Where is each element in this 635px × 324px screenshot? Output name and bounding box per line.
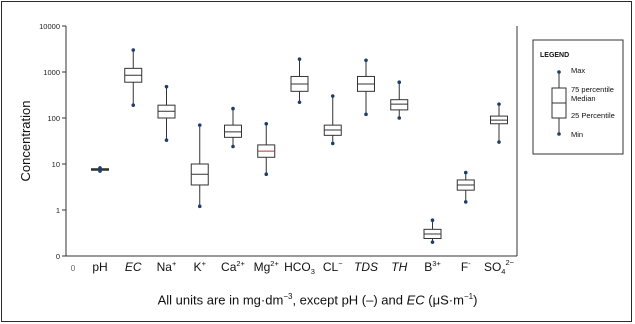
- max-marker: [364, 58, 368, 63]
- x-tick-label: K+: [194, 259, 207, 274]
- box-iqr: [390, 99, 409, 111]
- max-marker: [264, 121, 269, 126]
- max-marker: [497, 102, 501, 106]
- x-tick-label: B3+: [424, 259, 441, 274]
- x-tick-label: SO42−: [484, 258, 515, 276]
- legend-entry: 25 Percentile: [571, 111, 615, 120]
- min-marker: [397, 116, 402, 120]
- footnote-pre: All units are in mg·dm: [157, 292, 284, 308]
- max-marker: [231, 106, 235, 111]
- min-marker: [131, 103, 136, 107]
- x-tick-label: Mg2+: [254, 259, 280, 274]
- max-marker: [330, 94, 335, 98]
- footnote-unit: (μS·m: [424, 292, 464, 308]
- x-tick-label: Na+: [157, 259, 177, 274]
- y-tick-label: 100: [47, 114, 60, 123]
- legend-entry: Median: [571, 94, 596, 103]
- legend-entry: 75 percentile: [571, 85, 614, 94]
- max-marker: [197, 123, 202, 127]
- min-marker: [297, 100, 302, 105]
- min-marker: [463, 200, 468, 204]
- y-tick-label: 1: [56, 206, 60, 215]
- y-tick-label: 0: [56, 252, 60, 261]
- footnote-ec: EC: [406, 292, 425, 308]
- box-iqr: [224, 124, 242, 138]
- x-tick-label: TDS: [354, 260, 378, 274]
- footnote-mid: , except pH (–) and: [292, 292, 407, 308]
- min-marker: [364, 112, 368, 117]
- legend-entry: Min: [571, 130, 583, 139]
- x-tick-label: EC: [125, 260, 142, 274]
- x-tick-label: TH: [391, 260, 407, 274]
- legend-box: [532, 39, 624, 155]
- min-marker: [264, 172, 269, 177]
- legend-title: LEGEND: [540, 52, 569, 59]
- legend-min-marker: [557, 132, 561, 136]
- x-origin-label: 0: [71, 264, 76, 273]
- legend-max-marker: [557, 70, 561, 74]
- y-tick-label: 10: [52, 160, 60, 169]
- min-marker: [164, 138, 169, 142]
- min-marker: [231, 144, 235, 149]
- min-marker: [98, 169, 102, 173]
- min-marker: [430, 240, 435, 244]
- x-tick-label: HCO3: [284, 260, 315, 276]
- y-axis-title: Concentration: [18, 101, 33, 182]
- x-tick-label: pH: [92, 260, 107, 274]
- max-marker: [430, 218, 435, 223]
- footnote-close: ): [473, 292, 478, 308]
- max-marker: [131, 48, 136, 52]
- footnote-exp2: −1: [463, 292, 474, 301]
- max-marker: [463, 170, 468, 175]
- x-tick-label: F-: [461, 259, 471, 274]
- max-marker: [397, 80, 402, 85]
- y-tick-label: 1000: [43, 68, 60, 77]
- min-marker: [330, 141, 335, 146]
- max-marker: [164, 84, 169, 89]
- legend-entry: Max: [571, 66, 585, 75]
- footnote-exp1: −3: [283, 292, 293, 301]
- x-tick-label: CL−: [323, 259, 343, 274]
- units-footnote: All units are in mg·dm−3, except pH (–) …: [0, 292, 635, 307]
- min-marker: [197, 204, 202, 209]
- x-tick-label: Ca2+: [221, 259, 246, 274]
- min-marker: [497, 140, 501, 144]
- max-marker: [297, 57, 302, 61]
- max-marker: [98, 166, 102, 170]
- y-tick-label: 10000: [39, 22, 60, 31]
